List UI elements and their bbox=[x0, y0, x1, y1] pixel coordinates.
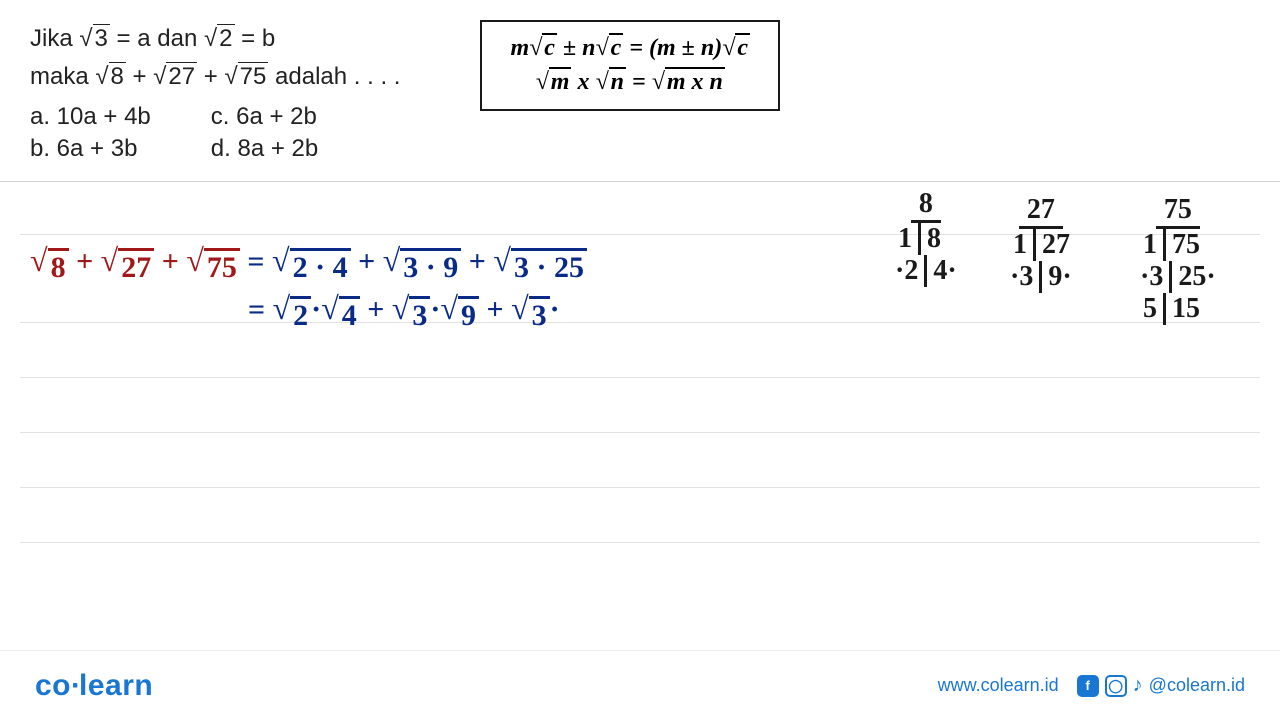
factor-tree-27: 27 127 ·39· bbox=[1010, 194, 1072, 293]
work-line-2: = √2·√4 + √3·√9 + √3· bbox=[248, 292, 560, 332]
question-line-2: maka 8 + 27 + 75 adalah . . . . bbox=[30, 58, 400, 96]
logo: co·learn bbox=[35, 669, 153, 703]
factor-tree-8: 8 18 ·24· bbox=[895, 188, 957, 287]
formula-box: mc ± nc = (m ± n)c m x n = m x n bbox=[480, 20, 780, 111]
facebook-icon: f bbox=[1077, 675, 1099, 697]
tiktok-icon: ♪ bbox=[1133, 674, 1143, 697]
question-block: Jika 3 = a dan 2 = b maka 8 + 27 + 75 ad… bbox=[0, 0, 1280, 163]
formula-line-2: m x n = m x n bbox=[510, 66, 750, 100]
footer-url: www.colearn.id bbox=[938, 675, 1059, 696]
social-handle: @colearn.id bbox=[1149, 675, 1245, 696]
factor-tree-75: 75 175 ·325· 515 bbox=[1140, 194, 1216, 325]
social-icons: f ◯ ♪ @colearn.id bbox=[1077, 674, 1245, 697]
work-area: √8 + √27 + √75 = √2 · 4 + √3 · 9 + √3 · … bbox=[0, 181, 1280, 621]
option-a: a. 10a + 4b bbox=[30, 103, 151, 131]
option-d: d. 8a + 2b bbox=[211, 135, 318, 163]
options: a. 10a + 4b b. 6a + 3b c. 6a + 2b d. 8a … bbox=[30, 103, 400, 163]
footer: co·learn www.colearn.id f ◯ ♪ @colearn.i… bbox=[0, 650, 1280, 720]
instagram-icon: ◯ bbox=[1105, 675, 1127, 697]
option-b: b. 6a + 3b bbox=[30, 135, 151, 163]
question-line-1: Jika 3 = a dan 2 = b bbox=[30, 20, 400, 58]
formula-line-1: mc ± nc = (m ± n)c bbox=[510, 32, 750, 66]
option-c: c. 6a + 2b bbox=[211, 103, 318, 131]
work-line-1: √8 + √27 + √75 = √2 · 4 + √3 · 9 + √3 · … bbox=[30, 244, 587, 284]
